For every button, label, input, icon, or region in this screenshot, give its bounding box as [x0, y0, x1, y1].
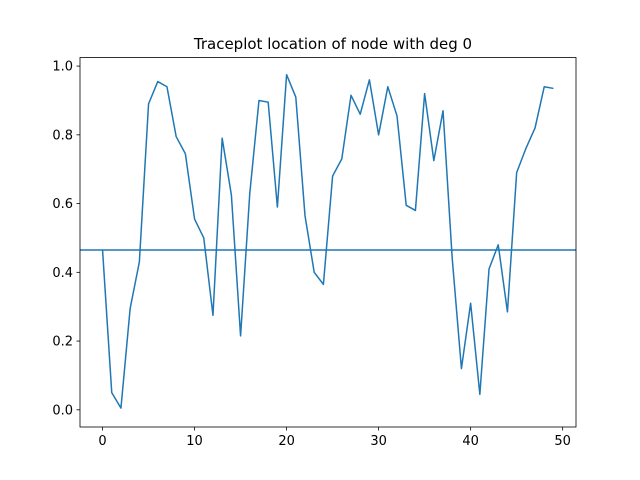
y-axis: 0.0 0.2 0.4 0.6 0.8 1.0	[52, 60, 80, 418]
x-tick-label: 10	[186, 434, 203, 449]
axes-frame	[79, 57, 577, 428]
y-tick-label: 0.2	[52, 335, 73, 350]
y-tick-label: 1.0	[52, 60, 73, 75]
y-tick-label: 0.4	[52, 266, 73, 281]
y-tick-label: 0.8	[52, 128, 73, 143]
x-tick-label: 40	[462, 434, 479, 449]
x-tick-label: 0	[98, 434, 106, 449]
x-tick-label: 50	[554, 434, 571, 449]
x-tick-label: 20	[278, 434, 295, 449]
x-tick-label: 30	[370, 434, 387, 449]
chart-title: Traceplot location of node with deg 0	[193, 35, 472, 53]
y-tick-label: 0.0	[52, 403, 73, 418]
plot-area	[80, 73, 576, 409]
y-tick-label: 0.6	[52, 197, 73, 212]
x-axis: 0 10 20 30 40 50	[98, 427, 571, 449]
series-line-0	[101, 73, 554, 409]
